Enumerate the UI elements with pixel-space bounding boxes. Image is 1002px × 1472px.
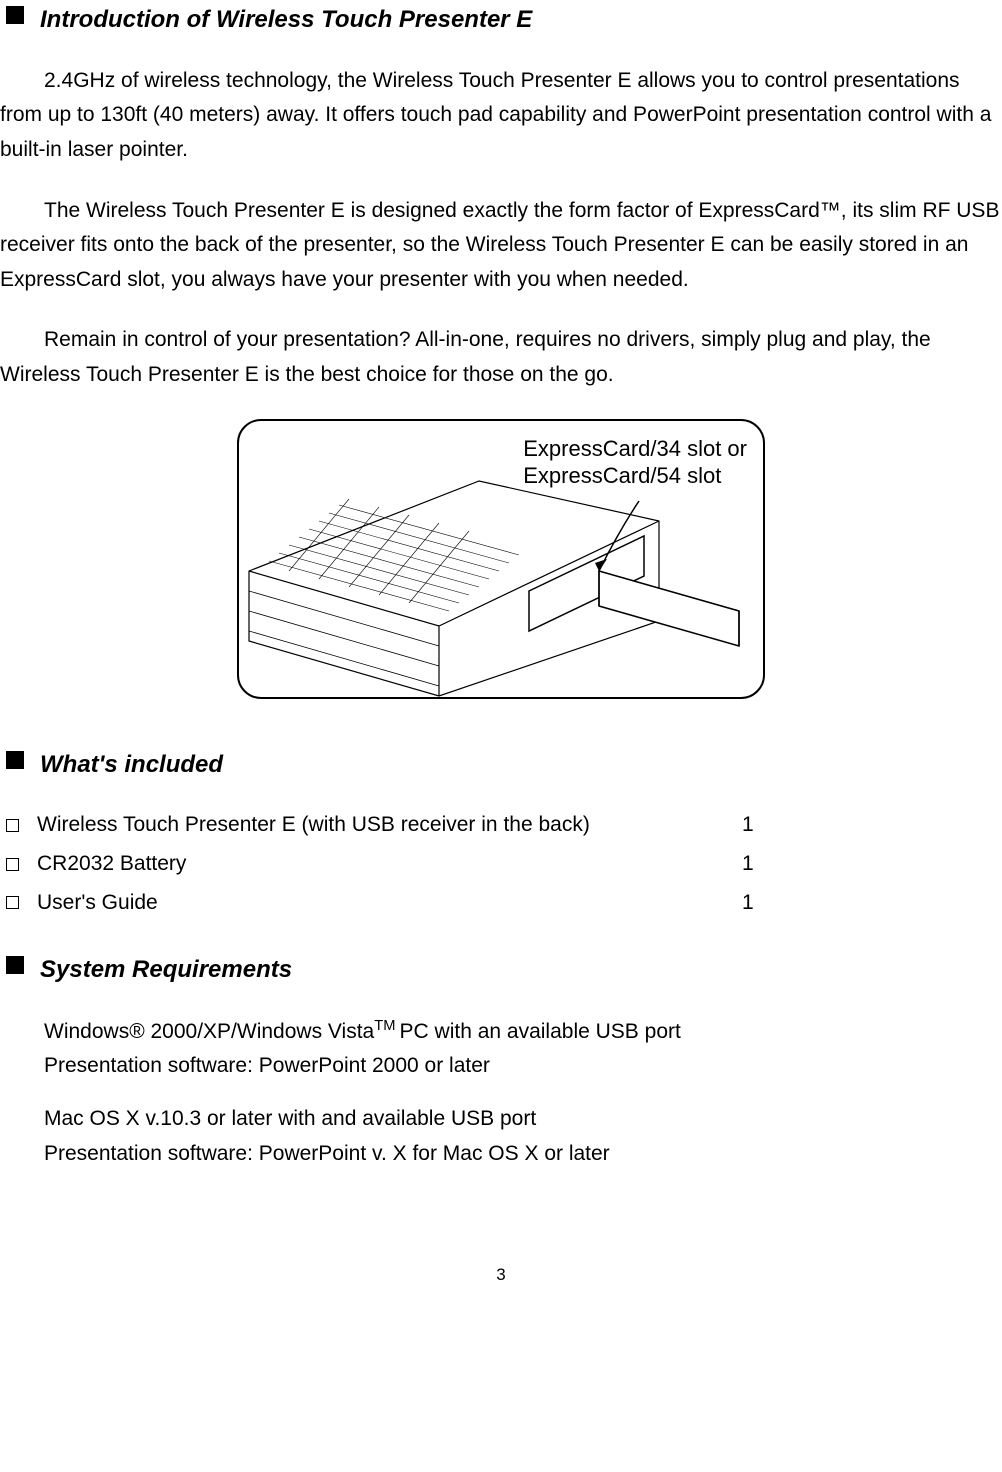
- sysreq-win-text-a: Windows® 2000/XP/Windows Vista: [44, 1020, 374, 1043]
- list-item: User's Guide 1: [0, 886, 1002, 921]
- bullet-square-icon: [6, 6, 24, 24]
- figure-label-line1: ExpressCard/34 slot or: [523, 436, 747, 461]
- intro-paragraph-1: 2.4GHz of wireless technology, the Wirel…: [0, 64, 1002, 168]
- heading-intro: Introduction of Wireless Touch Presenter…: [40, 0, 532, 40]
- checkbox-icon: [6, 858, 19, 871]
- sysreq-win-line2: Presentation software: PowerPoint 2000 o…: [44, 1049, 1002, 1084]
- included-list: Wireless Touch Presenter E (with USB rec…: [0, 808, 1002, 920]
- intro-paragraph-3: Remain in control of your presentation? …: [0, 323, 1002, 392]
- checkbox-icon: [6, 896, 19, 909]
- item-label: Wireless Touch Presenter E (with USB rec…: [37, 808, 724, 843]
- sysreq-win-text-b: PC with an available USB port: [400, 1020, 681, 1043]
- figure-label-line2: ExpressCard/54 slot: [523, 463, 721, 488]
- intro-paragraph-2: The Wireless Touch Presenter E is design…: [0, 194, 1002, 298]
- checkbox-icon: [6, 819, 19, 832]
- item-label: User's Guide: [37, 886, 724, 921]
- list-item: Wireless Touch Presenter E (with USB rec…: [0, 808, 1002, 843]
- section-heading-intro: Introduction of Wireless Touch Presenter…: [0, 0, 1002, 40]
- item-qty: 1: [742, 808, 1002, 843]
- section-heading-sysreq: System Requirements: [0, 950, 1002, 990]
- sysreq-windows: Windows® 2000/XP/Windows VistaTM PC with…: [0, 1014, 1002, 1084]
- expresscard-figure: ExpressCard/34 slot or ExpressCard/54 sl…: [237, 419, 765, 699]
- page-number: 3: [0, 1261, 1002, 1289]
- sysreq-mac-line2: Presentation software: PowerPoint v. X f…: [44, 1137, 1002, 1172]
- figure-container: ExpressCard/34 slot or ExpressCard/54 sl…: [0, 419, 1002, 699]
- heading-sysreq: System Requirements: [40, 950, 292, 990]
- list-item: CR2032 Battery 1: [0, 847, 1002, 882]
- heading-included: What's included: [40, 745, 223, 785]
- bullet-square-icon: [6, 751, 24, 769]
- item-qty: 1: [742, 886, 1002, 921]
- sysreq-win-tm: TM: [374, 1018, 399, 1034]
- section-heading-included: What's included: [0, 745, 1002, 785]
- item-label: CR2032 Battery: [37, 847, 724, 882]
- sysreq-mac-line1: Mac OS X v.10.3 or later with and availa…: [44, 1102, 1002, 1137]
- bullet-square-icon: [6, 956, 24, 974]
- figure-label: ExpressCard/34 slot or ExpressCard/54 sl…: [523, 435, 747, 490]
- sysreq-mac: Mac OS X v.10.3 or later with and availa…: [0, 1102, 1002, 1171]
- item-qty: 1: [742, 847, 1002, 882]
